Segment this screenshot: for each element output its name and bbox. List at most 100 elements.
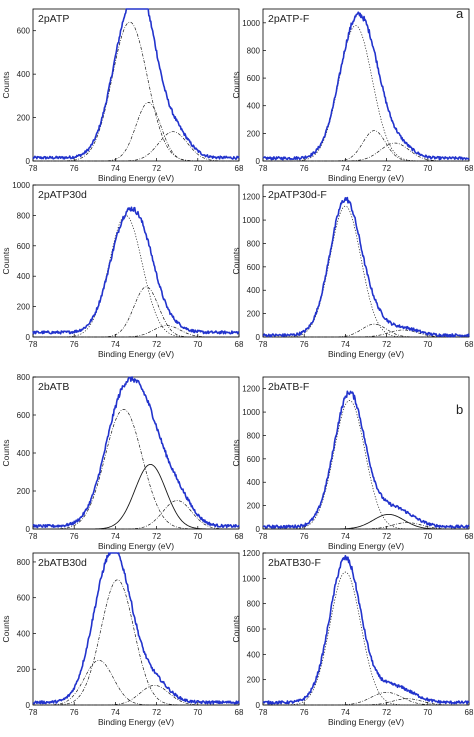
y-tick-label: 600 [17, 411, 31, 420]
y-tick-label: 0 [256, 333, 261, 342]
x-axis-title: Binding Energy (eV) [98, 717, 174, 727]
x-tick-label: 78 [29, 708, 38, 717]
fit-component-1 [263, 25, 469, 162]
y-tick-label: 800 [17, 211, 31, 220]
y-tick-label: 200 [247, 502, 261, 511]
y-axis-title: Counts [231, 248, 241, 275]
fit-component-1 [263, 205, 469, 338]
x-tick-label: 68 [465, 340, 474, 349]
y-tick-label: 600 [17, 594, 31, 603]
x-tick-label: 76 [70, 708, 79, 717]
fit-component-2 [33, 286, 239, 338]
fit-component-3 [33, 500, 239, 530]
experimental-spectrum [32, 8, 240, 160]
x-axis-title: Binding Energy (eV) [98, 541, 174, 551]
fit-component-2 [33, 579, 239, 706]
y-tick-label: 800 [247, 600, 261, 609]
fit-component-1 [33, 408, 239, 530]
y-tick-label: 800 [17, 373, 31, 382]
x-tick-label: 74 [341, 340, 350, 349]
panel-title: 2bATB [38, 381, 69, 393]
plot-frame [32, 184, 240, 338]
x-tick-label: 74 [111, 532, 120, 541]
y-tick-label: 0 [256, 701, 261, 710]
y-tick-label: 600 [17, 27, 31, 36]
x-tick-label: 74 [111, 708, 120, 717]
panel-title: 2pATP [38, 13, 69, 25]
fit-component-3 [263, 329, 469, 338]
fit-component-3 [263, 522, 469, 530]
y-tick-label: 200 [17, 114, 31, 123]
x-axis-title: Binding Energy (eV) [328, 173, 404, 183]
fit-component-3 [33, 325, 239, 338]
y-tick-label: 400 [17, 449, 31, 458]
x-tick-label: 72 [152, 340, 161, 349]
figure-label-a: a [456, 6, 464, 21]
y-tick-label: 0 [256, 157, 261, 166]
x-tick-label: 72 [382, 164, 391, 173]
experimental-spectrum [262, 554, 470, 705]
y-tick-label: 200 [247, 129, 261, 138]
y-tick-label: 1200 [242, 385, 260, 394]
xps-panel-7: 78 76 74 72 70 68 0 200 400 600 800 Binding Energy … [1, 552, 244, 727]
y-tick-label: 1000 [242, 574, 260, 583]
x-tick-label: 70 [193, 708, 202, 717]
x-tick-label: 70 [423, 532, 432, 541]
panel-title: 2bATB30d [38, 557, 87, 569]
y-tick-label: 1200 [242, 549, 260, 558]
y-tick-label: 600 [247, 455, 261, 464]
y-tick-label: 600 [247, 625, 261, 634]
y-tick-label: 800 [247, 431, 261, 440]
x-tick-label: 74 [111, 340, 120, 349]
experimental-spectrum [32, 376, 240, 529]
figure-label-b: b [456, 402, 463, 417]
x-tick-label: 68 [465, 532, 474, 541]
y-axis-title: Counts [1, 440, 11, 467]
experimental-spectrum [32, 552, 240, 705]
y-tick-label: 1200 [242, 193, 260, 202]
panel-title: 2pATP30d [38, 189, 87, 201]
y-axis-title: Counts [231, 72, 241, 99]
x-tick-label: 70 [423, 164, 432, 173]
y-tick-label: 200 [247, 676, 261, 685]
y-tick-label: 200 [17, 303, 31, 312]
panel-grid: 78 76 74 72 70 68 0 200 400 600 Binding Energy (eV… [1, 8, 474, 727]
x-axis-title: Binding Energy (eV) [328, 717, 404, 727]
plot-frame [262, 552, 470, 706]
x-tick-label: 72 [152, 708, 161, 717]
y-tick-label: 0 [26, 701, 31, 710]
x-tick-label: 72 [382, 532, 391, 541]
x-tick-label: 76 [300, 340, 309, 349]
panel-title: 2bATB-F [268, 381, 309, 393]
fit-component-2 [33, 102, 239, 162]
y-tick-label: 400 [17, 70, 31, 79]
xps-panel-2: 78 76 74 72 70 68 0 200 400 600 800 1000 Binding Ene… [231, 8, 474, 183]
y-tick-label: 400 [247, 102, 261, 111]
x-tick-label: 76 [70, 532, 79, 541]
plot-frame [262, 8, 470, 162]
experimental-spectrum [262, 11, 470, 161]
x-axis-title: Binding Energy (eV) [328, 541, 404, 551]
y-tick-label: 800 [247, 46, 261, 55]
y-axis-title: Counts [231, 440, 241, 467]
x-tick-label: 74 [341, 708, 350, 717]
x-tick-label: 68 [465, 708, 474, 717]
xps-panel-4: 78 76 74 72 70 68 0 200 400 600 800 1000 1200 Binding… [231, 184, 474, 359]
x-tick-label: 74 [111, 164, 120, 173]
fit-component-1 [33, 215, 239, 338]
y-axis-title: Counts [231, 616, 241, 643]
y-tick-label: 600 [247, 263, 261, 272]
xps-panel-5: 78 76 74 72 70 68 0 200 400 600 800 Binding Energy … [1, 373, 244, 551]
x-tick-label: 72 [152, 164, 161, 173]
x-tick-label: 70 [193, 532, 202, 541]
y-tick-label: 0 [256, 525, 261, 534]
plot-frame [32, 552, 240, 706]
plot-frame [32, 376, 240, 530]
x-tick-label: 78 [259, 164, 268, 173]
x-tick-label: 72 [382, 708, 391, 717]
x-tick-label: 72 [152, 532, 161, 541]
x-axis-title: Binding Energy (eV) [98, 349, 174, 359]
y-tick-label: 400 [247, 286, 261, 295]
x-tick-label: 74 [341, 164, 350, 173]
